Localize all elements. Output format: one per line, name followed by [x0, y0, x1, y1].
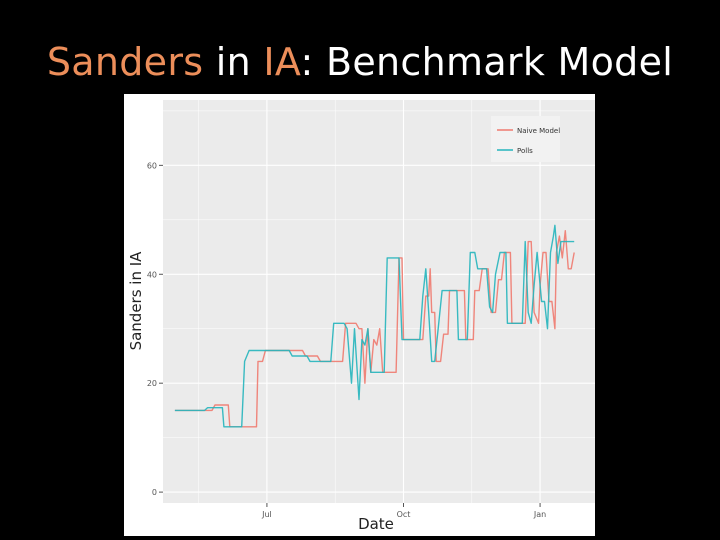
series-line-naive-model — [174, 229, 575, 428]
title-sanders: Sanders — [46, 40, 204, 84]
legend-box — [491, 116, 560, 162]
data-lines — [174, 224, 575, 428]
legend: Naive Model Polls — [491, 116, 560, 162]
legend-label-polls: Polls — [517, 147, 533, 155]
title-ia: IA — [263, 40, 301, 84]
series-line-polls — [174, 224, 575, 428]
y-tick-label: 20 — [147, 379, 157, 388]
x-tick-label: Jan — [533, 510, 546, 519]
y-tick-label: 60 — [147, 161, 157, 170]
y-axis: 0 20 40 60 — [147, 161, 163, 497]
legend-label-naive-model: Naive Model — [517, 127, 560, 135]
x-axis-title: Date — [358, 515, 394, 533]
x-axis: Jul Oct Jan — [261, 503, 546, 519]
y-tick-label: 0 — [152, 488, 157, 497]
slide-title: Sanders in IA: Benchmark Model — [0, 40, 720, 84]
chart-frame: 0 20 40 60 Jul Oct Jan Date Sanders in IA Nai… — [124, 94, 595, 536]
y-axis-title: Sanders in IA — [127, 251, 145, 351]
x-tick-label: Jul — [261, 510, 272, 519]
sanders-chart: 0 20 40 60 Jul Oct Jan Date Sanders in IA Nai… — [127, 100, 595, 533]
title-in: in — [203, 40, 264, 84]
x-tick-label: Oct — [397, 510, 411, 519]
title-rest: : Benchmark Model — [300, 40, 674, 84]
y-tick-label: 40 — [147, 270, 157, 279]
